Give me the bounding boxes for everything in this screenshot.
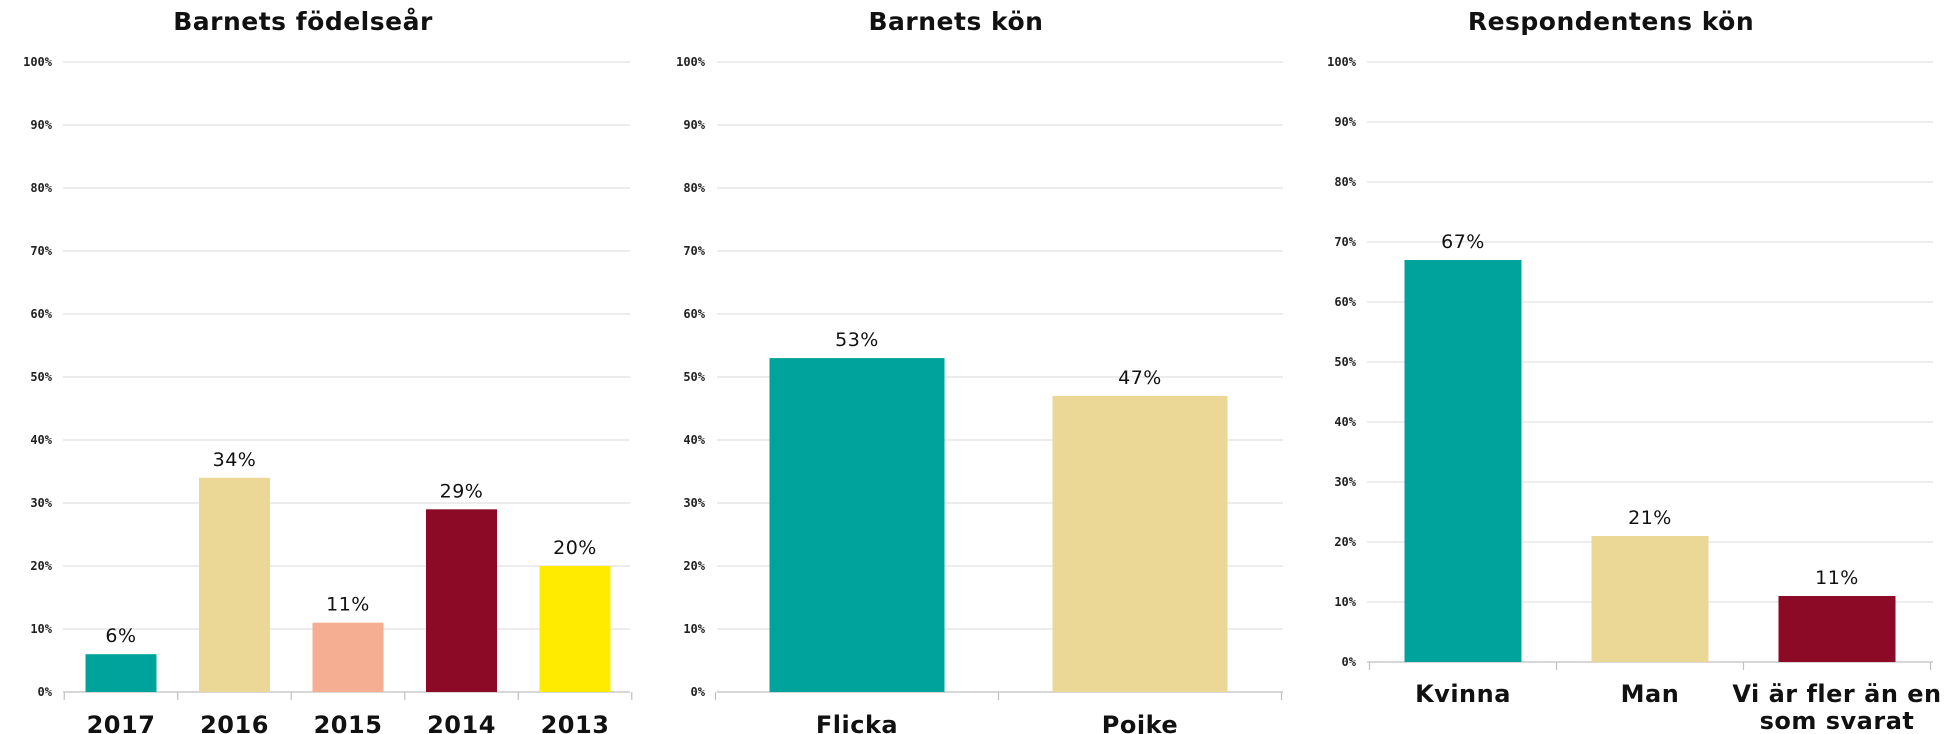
y-tick-label: 80% (30, 181, 52, 195)
x-tick-label: 2014 (427, 711, 496, 734)
data-label: 20% (553, 537, 597, 559)
y-tick-label: 40% (1334, 415, 1356, 429)
data-label: 11% (326, 594, 370, 616)
y-tick-label: 30% (683, 496, 705, 510)
y-tick-label: 100% (676, 55, 706, 69)
y-tick-label: 30% (1334, 475, 1356, 489)
chart-1: Barnets födelseår 0% 10% 20% 30% 40% 50% 60% 70%… (23, 7, 633, 734)
data-label: 67% (1441, 231, 1485, 253)
y-tick-label: 0% (38, 685, 53, 699)
y-tick-label: 10% (30, 622, 52, 636)
x-tick-label: Kvinna (1415, 680, 1511, 708)
bar (312, 622, 384, 692)
y-tick-label: 40% (30, 433, 52, 447)
chart-title: Barnets födelseår (173, 7, 433, 36)
chart-title: Respondentens kön (1468, 7, 1754, 36)
bar (1591, 536, 1709, 662)
y-tick-label: 90% (30, 118, 52, 132)
y-tick-label: 20% (30, 559, 52, 573)
y-tick-label: 60% (683, 307, 705, 321)
y-tick-label: 60% (30, 307, 52, 321)
y-tick-label: 80% (683, 181, 705, 195)
bar (85, 654, 157, 692)
y-tick-label: 100% (23, 55, 53, 69)
chart-2: Barnets kön 0% 10% 20% 30% 40% 50% 60% 70% 80% 90%… (676, 7, 1283, 734)
y-tick-label: 30% (30, 496, 52, 510)
y-tick-label: 50% (1334, 355, 1356, 369)
y-tick-label: 20% (1334, 535, 1356, 549)
y-tick-label: 70% (30, 244, 52, 258)
bar (1052, 395, 1228, 692)
data-label: 21% (1628, 507, 1672, 529)
bar (199, 477, 270, 692)
data-label: 6% (105, 625, 136, 647)
y-tick-label: 50% (683, 370, 705, 384)
bar (539, 566, 611, 692)
y-tick-label: 90% (683, 118, 705, 132)
y-tick-label: 10% (683, 622, 705, 636)
y-tick-label: 60% (1334, 295, 1356, 309)
y-tick-label: 40% (683, 433, 705, 447)
bar (1404, 260, 1522, 662)
data-label: 29% (440, 480, 484, 502)
data-label: 53% (835, 329, 879, 351)
x-tick-label: 2013 (541, 711, 610, 734)
bar (1778, 596, 1896, 662)
y-tick-label: 0% (1342, 655, 1357, 669)
x-tick-label: Pojke (1102, 711, 1178, 734)
chart-title: Barnets kön (869, 7, 1044, 36)
bar (769, 358, 945, 692)
bar (426, 509, 497, 692)
x-tick-label: 2016 (200, 711, 269, 734)
y-tick-label: 20% (683, 559, 705, 573)
y-tick-label: 50% (30, 370, 52, 384)
x-tick-label: som svarat (1760, 707, 1915, 734)
y-tick-label: 10% (1334, 595, 1356, 609)
chart-3: Respondentens kön 0% 10% 20% 30% 40% 50% 60% 70%… (1327, 7, 1941, 734)
x-tick-label: 2015 (314, 711, 383, 734)
y-tick-label: 90% (1334, 115, 1356, 129)
x-tick-label: Man (1621, 680, 1680, 708)
y-tick-label: 70% (1334, 235, 1356, 249)
data-label: 34% (213, 449, 257, 471)
y-tick-label: 100% (1327, 55, 1357, 69)
data-label: 11% (1815, 567, 1859, 589)
y-tick-label: 70% (683, 244, 705, 258)
y-tick-label: 0% (691, 685, 706, 699)
x-tick-label: 2017 (87, 711, 156, 734)
data-label: 47% (1118, 367, 1162, 389)
x-tick-label: Flicka (816, 711, 898, 734)
x-tick-label: Vi är fler än en (1732, 680, 1941, 708)
y-tick-label: 80% (1334, 175, 1356, 189)
